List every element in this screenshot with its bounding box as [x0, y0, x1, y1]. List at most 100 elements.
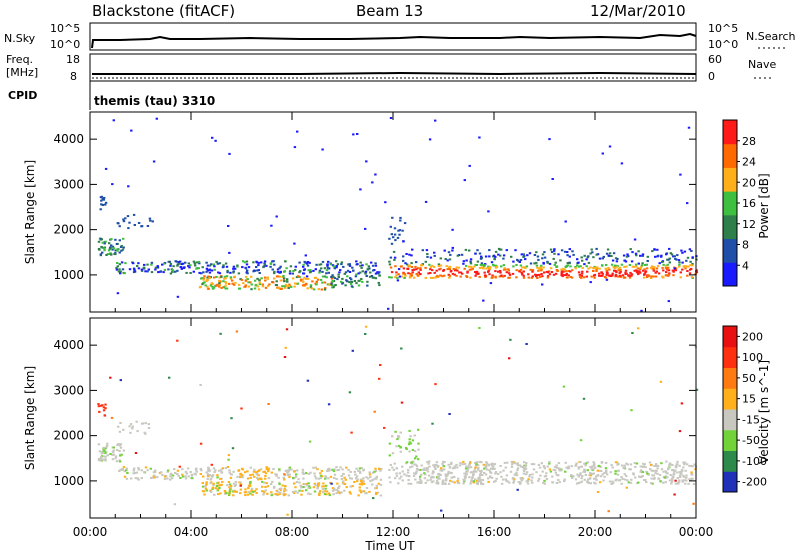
power-cell: [210, 269, 214, 272]
power-cell: [691, 256, 694, 259]
velocity-cell: [575, 462, 578, 465]
velocity-cell: [199, 442, 203, 445]
power-cell: [115, 243, 119, 245]
x-axis-label: Time UT: [364, 539, 415, 553]
power-cell: [202, 277, 206, 280]
power-cell: [234, 281, 237, 284]
power-cell: [416, 274, 419, 277]
velocity-cell: [655, 469, 658, 472]
power-cell: [118, 268, 121, 271]
power-cell: [377, 272, 380, 275]
velocity-cell: [227, 494, 231, 496]
power-cell: [327, 260, 330, 263]
velocity-cell: [415, 470, 418, 473]
power-cell: [242, 282, 245, 285]
velocity-cell: [406, 471, 410, 474]
power-cell: [228, 282, 231, 285]
velocity-cell: [371, 478, 375, 481]
power-cell: [189, 264, 192, 267]
power-cell: [673, 255, 676, 258]
velocity-cell: [516, 467, 520, 470]
power-cell: [130, 129, 133, 132]
velocity-cell: [673, 493, 676, 496]
velocity-cell: [195, 467, 198, 470]
power-cell: [601, 264, 604, 267]
power-cell: [410, 274, 413, 277]
velocity-cell: [353, 470, 356, 473]
velocity-cell: [664, 470, 667, 473]
power-cell: [303, 285, 306, 287]
velocity-cell: [579, 481, 582, 484]
power-cell: [637, 262, 640, 265]
velocity-cell: [241, 476, 244, 479]
velocity-cell: [190, 473, 193, 476]
velocity-cell: [440, 469, 444, 472]
velocity-cell: [577, 475, 580, 478]
power-cell: [188, 266, 191, 269]
velocity-cell: [306, 484, 309, 487]
velocity-cell: [598, 469, 601, 472]
power-cell: [490, 261, 494, 264]
velocity-cell: [283, 473, 286, 476]
velocity-cell: [128, 425, 131, 428]
power-cell: [643, 264, 647, 266]
velocity-cell: [683, 463, 686, 466]
power-cell: [447, 251, 451, 254]
power-cell: [630, 273, 634, 276]
power-cell: [622, 254, 626, 257]
power-cell: [475, 270, 479, 273]
velocity-cell: [341, 480, 345, 483]
power-cell: [303, 283, 306, 286]
velocity-cell: [112, 446, 115, 449]
power-cell: [455, 266, 458, 269]
velocity-cell: [592, 464, 596, 467]
velocity-cell: [604, 467, 608, 470]
power-cell: [576, 264, 579, 267]
velocity-cell: [634, 476, 637, 479]
velocity-cell: [255, 492, 258, 494]
power-cell: [424, 200, 428, 203]
velocity-cell: [678, 474, 682, 477]
power-cell: [218, 276, 221, 279]
velocity-cell: [195, 470, 198, 473]
power-cell: [210, 282, 213, 285]
velocity-cell: [523, 461, 526, 464]
velocity-cell: [163, 475, 167, 478]
power-cell: [326, 283, 330, 286]
velocity-cell: [628, 468, 631, 471]
velocity-cell: [237, 469, 240, 472]
velocity-cell: [355, 467, 358, 470]
power-cell: [338, 271, 341, 274]
velocity-cell: [166, 477, 169, 480]
velocity-cell: [286, 469, 289, 472]
power-cell: [598, 274, 601, 277]
velocity-cell: [388, 454, 391, 457]
power-cell: [365, 160, 368, 163]
velocity-cell: [407, 475, 411, 477]
velocity-cell: [102, 406, 105, 409]
velocity-cell: [557, 474, 560, 477]
power-cell: [340, 280, 343, 283]
velocity-cell: [625, 462, 628, 465]
velocity-cell: [228, 469, 231, 472]
velocity-cell: [488, 469, 491, 472]
velocity-cell: [116, 444, 119, 446]
power-cell: [224, 287, 227, 290]
velocity-cell: [475, 464, 478, 467]
velocity-cell: [231, 447, 235, 450]
power-cell: [103, 242, 106, 245]
velocity-cell: [555, 466, 559, 469]
power-cell: [276, 270, 280, 273]
colorbar-segment: [723, 346, 737, 368]
power-cell: [662, 269, 665, 272]
velocity-cell: [234, 490, 237, 493]
velocity-cell: [671, 478, 674, 480]
velocity-cell: [99, 459, 102, 462]
velocity-cell: [654, 472, 657, 475]
velocity-cell: [473, 469, 476, 472]
power-cell: [374, 173, 377, 176]
velocity-cell: [220, 471, 223, 473]
power-cell: [203, 281, 206, 284]
velocity-cell: [345, 466, 348, 469]
velocity-cell: [428, 460, 431, 463]
